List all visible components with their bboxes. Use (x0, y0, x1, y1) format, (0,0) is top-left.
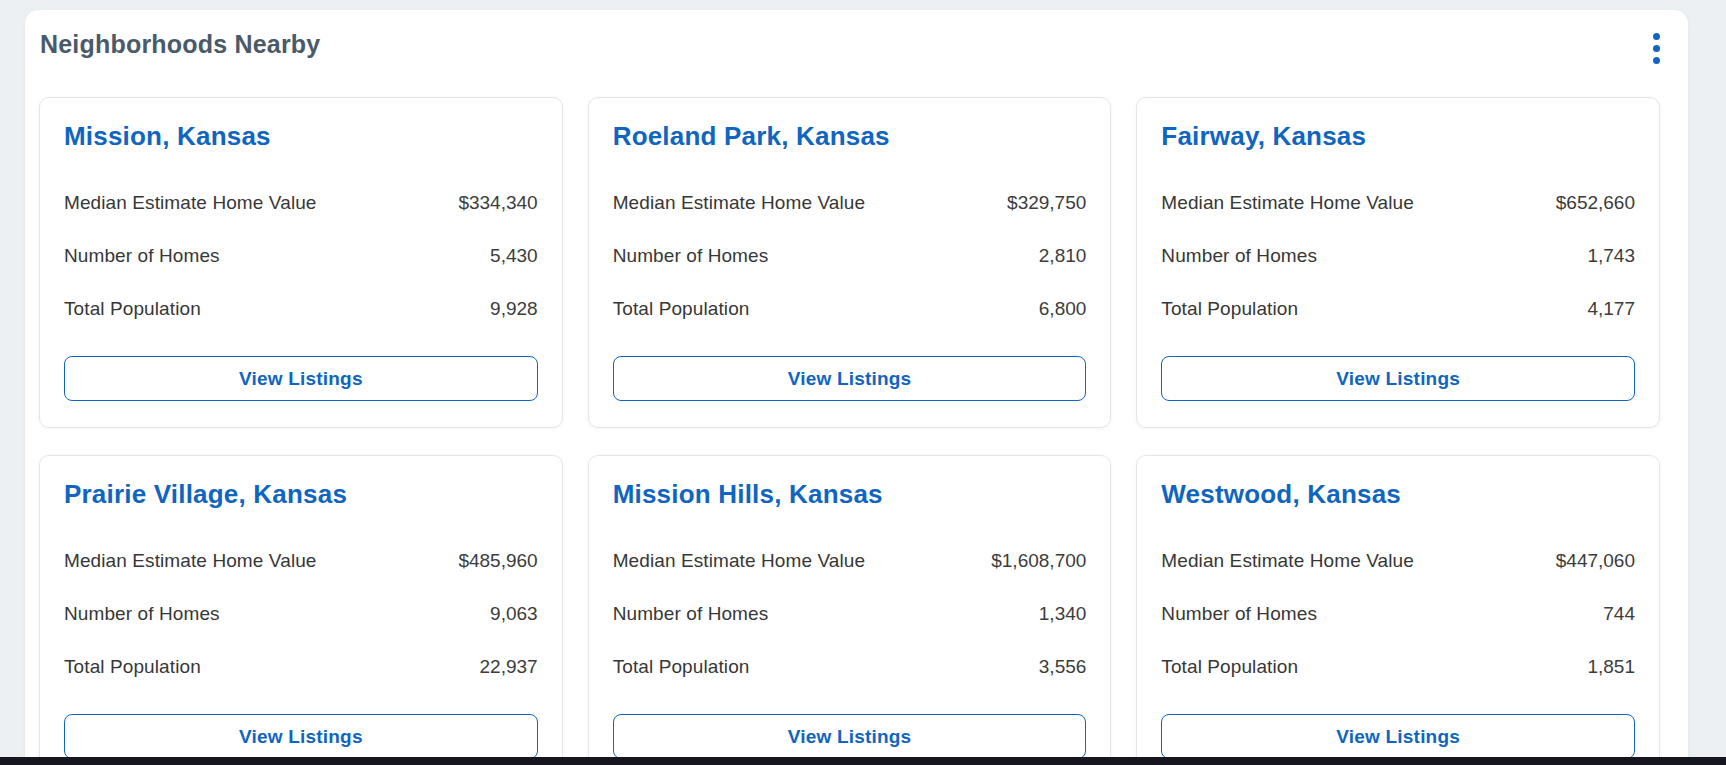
number-of-homes-row: Number of Homes 1,340 (613, 603, 1087, 627)
number-of-homes-row: Number of Homes 744 (1161, 603, 1635, 627)
neighborhood-card: Mission, Kansas Median Estimate Home Val… (39, 97, 563, 428)
total-population-row: Total Population 9,928 (64, 298, 538, 322)
home-value-label: Median Estimate Home Value (64, 550, 317, 572)
number-of-homes: 9,063 (490, 603, 538, 625)
view-listings-button[interactable]: View Listings (1161, 714, 1635, 759)
neighborhood-cards-grid: Mission, Kansas Median Estimate Home Val… (39, 97, 1660, 765)
total-population-row: Total Population 6,800 (613, 298, 1087, 322)
view-listings-button[interactable]: View Listings (64, 714, 538, 759)
home-value-row: Median Estimate Home Value $447,060 (1161, 550, 1635, 574)
total-population-label: Total Population (64, 656, 201, 678)
neighborhood-card: Mission Hills, Kansas Median Estimate Ho… (588, 455, 1112, 765)
number-of-homes: 5,430 (490, 245, 538, 267)
page-title: Neighborhoods Nearby (40, 27, 320, 61)
kebab-menu-icon (1653, 57, 1660, 64)
total-population-row: Total Population 1,851 (1161, 656, 1635, 680)
home-value: $334,340 (458, 192, 537, 214)
total-population-label: Total Population (613, 298, 750, 320)
total-population-label: Total Population (1161, 656, 1298, 678)
number-of-homes: 1,340 (1039, 603, 1087, 625)
neighborhood-card: Fairway, Kansas Median Estimate Home Val… (1136, 97, 1660, 428)
total-population-label: Total Population (613, 656, 750, 678)
neighborhood-name-link[interactable]: Fairway, Kansas (1161, 120, 1366, 152)
number-of-homes: 2,810 (1039, 245, 1087, 267)
number-of-homes: 1,743 (1587, 245, 1635, 267)
total-population: 1,851 (1587, 656, 1635, 678)
home-value-row: Median Estimate Home Value $485,960 (64, 550, 538, 574)
neighborhood-name-link[interactable]: Prairie Village, Kansas (64, 478, 347, 510)
home-value-label: Median Estimate Home Value (1161, 192, 1414, 214)
number-of-homes-label: Number of Homes (64, 245, 220, 267)
total-population: 4,177 (1587, 298, 1635, 320)
home-value: $329,750 (1007, 192, 1086, 214)
home-value: $485,960 (458, 550, 537, 572)
kebab-menu-icon (1653, 33, 1660, 40)
panel-header: Neighborhoods Nearby (25, 10, 1688, 97)
number-of-homes-label: Number of Homes (613, 245, 769, 267)
number-of-homes-label: Number of Homes (613, 603, 769, 625)
total-population-row: Total Population 4,177 (1161, 298, 1635, 322)
home-value-row: Median Estimate Home Value $329,750 (613, 192, 1087, 216)
total-population: 6,800 (1039, 298, 1087, 320)
number-of-homes-row: Number of Homes 1,743 (1161, 245, 1635, 269)
neighborhood-card: Roeland Park, Kansas Median Estimate Hom… (588, 97, 1112, 428)
total-population: 22,937 (480, 656, 538, 678)
home-value: $652,660 (1556, 192, 1635, 214)
total-population-label: Total Population (64, 298, 201, 320)
neighborhoods-nearby-panel: Neighborhoods Nearby Mission, Kansas Med… (25, 10, 1688, 765)
neighborhood-name-link[interactable]: Mission Hills, Kansas (613, 478, 883, 510)
home-value-row: Median Estimate Home Value $652,660 (1161, 192, 1635, 216)
home-value: $447,060 (1556, 550, 1635, 572)
home-value-label: Median Estimate Home Value (613, 192, 866, 214)
number-of-homes-row: Number of Homes 9,063 (64, 603, 538, 627)
neighborhood-name-link[interactable]: Westwood, Kansas (1161, 478, 1401, 510)
home-value-row: Median Estimate Home Value $334,340 (64, 192, 538, 216)
number-of-homes-row: Number of Homes 2,810 (613, 245, 1087, 269)
view-listings-button[interactable]: View Listings (64, 356, 538, 401)
total-population: 9,928 (490, 298, 538, 320)
number-of-homes: 744 (1603, 603, 1635, 625)
kebab-menu-icon (1653, 45, 1660, 52)
total-population-row: Total Population 22,937 (64, 656, 538, 680)
home-value: $1,608,700 (991, 550, 1086, 572)
home-value-row: Median Estimate Home Value $1,608,700 (613, 550, 1087, 574)
number-of-homes-label: Number of Homes (1161, 245, 1317, 267)
home-value-label: Median Estimate Home Value (613, 550, 866, 572)
number-of-homes-row: Number of Homes 5,430 (64, 245, 538, 269)
neighborhood-card: Prairie Village, Kansas Median Estimate … (39, 455, 563, 765)
total-population-row: Total Population 3,556 (613, 656, 1087, 680)
view-listings-button[interactable]: View Listings (613, 356, 1087, 401)
home-value-label: Median Estimate Home Value (1161, 550, 1414, 572)
panel-menu-button[interactable] (1643, 27, 1670, 70)
total-population-label: Total Population (1161, 298, 1298, 320)
number-of-homes-label: Number of Homes (1161, 603, 1317, 625)
total-population: 3,556 (1039, 656, 1087, 678)
neighborhood-name-link[interactable]: Mission, Kansas (64, 120, 271, 152)
view-listings-button[interactable]: View Listings (1161, 356, 1635, 401)
number-of-homes-label: Number of Homes (64, 603, 220, 625)
neighborhood-card: Westwood, Kansas Median Estimate Home Va… (1136, 455, 1660, 765)
home-value-label: Median Estimate Home Value (64, 192, 317, 214)
neighborhood-name-link[interactable]: Roeland Park, Kansas (613, 120, 890, 152)
view-listings-button[interactable]: View Listings (613, 714, 1087, 759)
bottom-edge-bar (0, 757, 1726, 765)
